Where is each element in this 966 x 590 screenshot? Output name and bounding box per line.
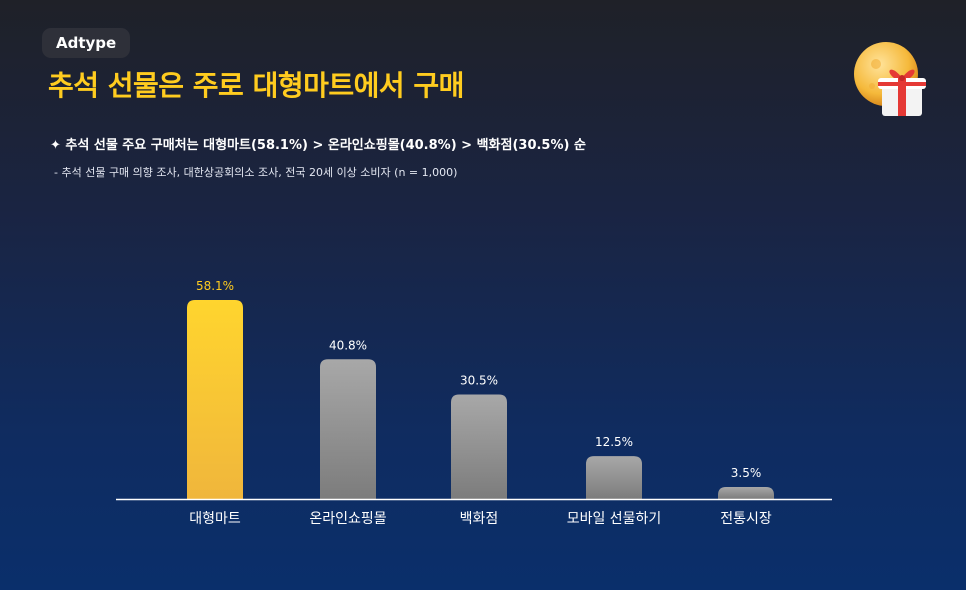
chart-subtitle: ✦ 추석 선물 주요 구매처는 대형마트(58.1%) > 온라인쇼핑몰(40.… [50,138,586,153]
category-label-5: 전통시장 [720,511,772,527]
category-label-4: 모바일 선물하기 [567,511,662,527]
bar-5 [718,487,774,499]
category-label-2: 온라인쇼핑몰 [309,511,386,527]
value-label-5: 3.5% [731,466,762,480]
bar-4 [586,456,642,499]
gift-icon [878,69,926,116]
value-label-2: 40.8% [329,338,367,352]
bar-2 [320,359,376,499]
value-label-1: 58.1% [196,279,234,293]
value-label-3: 30.5% [460,374,498,388]
category-label-3: 백화점 [460,511,499,527]
source-note: - 추석 선물 구매 의향 조사, 대한상공회의소 조사, 전국 20세 이상 … [54,166,458,179]
bar-1 [187,300,243,499]
bar-3 [451,394,507,499]
brand-badge: Adtype [42,28,131,58]
decor-illustration [854,42,926,116]
page-title: 추석 선물은 주로 대형마트에서 구매 [48,69,464,102]
value-label-4: 12.5% [595,435,633,449]
category-label-1: 대형마트 [189,511,241,527]
